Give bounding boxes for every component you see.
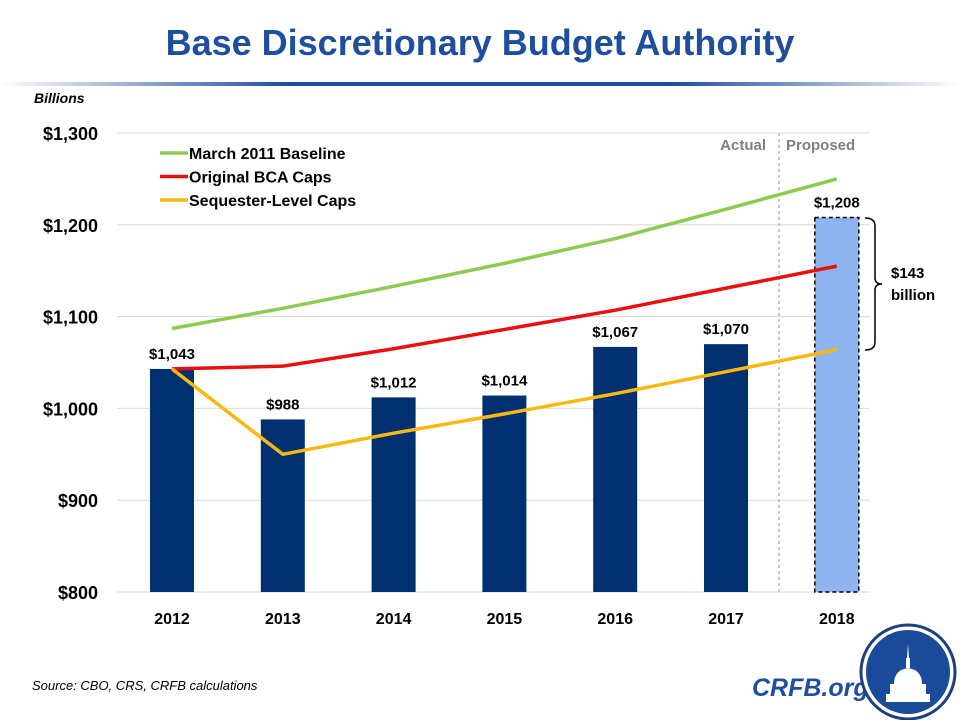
legend-label: Sequester-Level Caps	[189, 193, 356, 210]
title-divider	[0, 82, 960, 86]
bar-2018	[814, 216, 860, 593]
y-tick-label: $1,000	[43, 399, 98, 419]
bar-2014	[371, 397, 416, 592]
y-tick-label: $900	[58, 491, 98, 511]
y-tick-label: $1,200	[43, 216, 98, 236]
y-axis-unit-label: Billions	[34, 90, 85, 106]
x-tick-label: 2018	[819, 611, 855, 628]
y-tick-label: $1,100	[43, 308, 98, 328]
bar-data-label: $1,067	[592, 324, 638, 341]
capitol-logo-icon	[859, 623, 957, 720]
series-line-0	[171, 177, 838, 331]
bar-data-label: $1,014	[481, 373, 528, 390]
bar-data-label: $1,012	[371, 374, 417, 391]
gap-label-amount: $143	[891, 265, 924, 282]
gap-brace	[864, 217, 883, 351]
series-line-2	[170, 347, 838, 457]
bar-data-label: $1,043	[149, 346, 195, 363]
x-tick-label: 2014	[376, 611, 412, 628]
chart-title: Base Discretionary Budget Authority	[165, 22, 795, 63]
x-tick-label: 2017	[708, 611, 744, 628]
actual-label: Actual	[720, 137, 766, 154]
x-tick-label: 2012	[154, 611, 190, 628]
brand-link[interactable]: CRFB.org	[752, 674, 869, 702]
x-tick-label: 2013	[265, 611, 301, 628]
proposed-label: Proposed	[786, 137, 855, 154]
y-tick-label: $1,300	[43, 124, 98, 144]
series-line-1	[171, 264, 838, 371]
bar-data-label: $1,208	[814, 194, 860, 211]
chart-plot: $800 $900 $1,000 $1,100 $1,200 $1,300 $1,043 $…	[43, 124, 935, 628]
bar-data-label: $988	[266, 396, 299, 413]
legend-label: March 2011 Baseline	[189, 146, 346, 163]
bar-2015	[482, 395, 527, 592]
bar-2017	[704, 344, 748, 592]
bar-2012	[150, 368, 194, 592]
x-tick-label: 2015	[487, 611, 523, 628]
bar-2013	[260, 419, 305, 592]
x-tick-label: 2016	[597, 611, 633, 628]
bar-data-label: $1,070	[703, 321, 749, 338]
legend-label: Original BCA Caps	[189, 170, 332, 187]
gap-label-unit: billion	[891, 287, 935, 304]
bar-2016	[593, 346, 638, 592]
source-note: Source: CBO, CRS, CRFB calculations	[32, 678, 258, 693]
y-tick-label: $800	[58, 583, 98, 603]
